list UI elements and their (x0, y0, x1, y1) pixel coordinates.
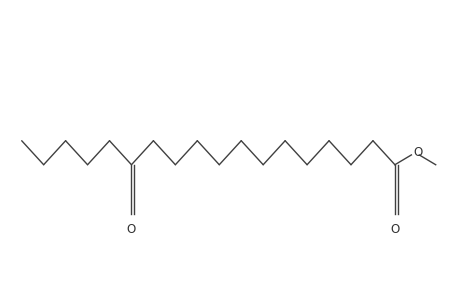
Text: O: O (127, 223, 136, 236)
Text: O: O (389, 223, 399, 236)
Text: O: O (412, 146, 421, 159)
